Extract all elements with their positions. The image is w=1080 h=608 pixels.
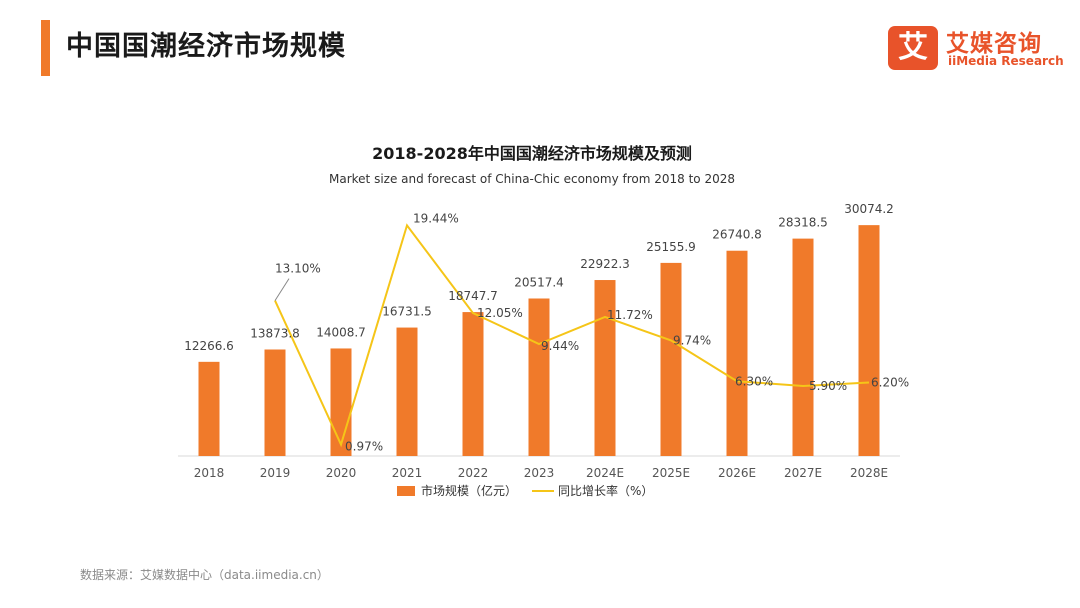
- bar-2026E: [726, 250, 748, 456]
- x-tick-label-2024E: 2024E: [586, 466, 624, 480]
- bar-value-label-2025E: 25155.9: [646, 240, 696, 254]
- line-value-label-2026E: 6.30%: [735, 374, 773, 388]
- title-accent-bar: [41, 20, 50, 76]
- bar-value-label-2020: 14008.7: [316, 325, 366, 339]
- bar-value-label-2027E: 28318.5: [778, 216, 828, 230]
- bar-2025E: [660, 262, 682, 456]
- x-tick-label-2022: 2022: [458, 466, 489, 480]
- x-tick-label-2021: 2021: [392, 466, 423, 480]
- growth-rate-line: [274, 223, 870, 448]
- legend: 市场规模（亿元） 同比增长率（%）: [397, 483, 653, 498]
- chart-subtitle: Market size and forecast of China-Chic e…: [329, 172, 735, 186]
- bar-2021: [396, 327, 418, 456]
- bar-2024E: [594, 280, 616, 456]
- bar-2018: [198, 361, 220, 456]
- line-value-label-2022: 12.05%: [477, 306, 523, 320]
- line-label-leader-2019: [274, 278, 290, 301]
- bar-value-label-2021: 16731.5: [382, 305, 432, 319]
- bar-value-label-2028E: 30074.2: [844, 202, 894, 216]
- bar-value-label-2022: 18747.7: [448, 289, 498, 303]
- bar-value-label-2026E: 26740.8: [712, 228, 762, 242]
- bar-2019: [264, 349, 286, 456]
- chart-title: 2018-2028年中国国潮经济市场规模及预测: [372, 144, 692, 163]
- bar-2023: [528, 298, 550, 456]
- x-tick-label-2026E: 2026E: [718, 466, 756, 480]
- bar-2022: [462, 312, 484, 456]
- x-tick-label-2018: 2018: [194, 466, 225, 480]
- bar-2027E: [792, 238, 814, 456]
- x-tick-label-2019: 2019: [260, 466, 291, 480]
- x-tick-label-2020: 2020: [326, 466, 357, 480]
- x-tick-label-2028E: 2028E: [850, 466, 888, 480]
- bar-2028E: [858, 225, 880, 456]
- line-value-label-2020: 0.97%: [345, 439, 383, 453]
- bar-value-label-2024E: 22922.3: [580, 257, 630, 271]
- logo-name-cn: 艾媒咨询: [946, 31, 1042, 57]
- line-value-label-2021: 19.44%: [413, 211, 459, 225]
- data-source-note: 数据来源：艾媒数据中心（data.iimedia.cn）: [80, 568, 329, 582]
- line-value-label-2024E: 11.72%: [607, 308, 653, 322]
- legend-bar-swatch: [397, 486, 415, 496]
- brand-logo: 艾 艾媒咨询 iiMedia Research: [888, 26, 1064, 72]
- bar-value-label-2023: 20517.4: [514, 275, 564, 289]
- logo-badge: 艾: [888, 26, 938, 70]
- bar-value-label-2018: 12266.6: [184, 339, 234, 353]
- bar-value-label-2019: 13873.8: [250, 326, 300, 340]
- x-tick-label-2025E: 2025E: [652, 466, 690, 480]
- line-value-label-2023: 9.44%: [541, 339, 579, 353]
- legend-line-label: 同比增长率（%）: [558, 483, 653, 498]
- legend-bar-label: 市场规模（亿元）: [421, 483, 517, 498]
- logo-name-en: iiMedia Research: [948, 54, 1064, 68]
- x-tick-label-2027E: 2027E: [784, 466, 822, 480]
- line-value-label-2019: 13.10%: [275, 262, 321, 276]
- x-tick-label-2023: 2023: [524, 466, 555, 480]
- line-value-label-2027E: 5.90%: [809, 379, 847, 393]
- line-value-label-2028E: 6.20%: [871, 375, 909, 389]
- line-value-label-2025E: 9.74%: [673, 333, 711, 347]
- page-title: 中国国潮经济市场规模: [66, 31, 346, 62]
